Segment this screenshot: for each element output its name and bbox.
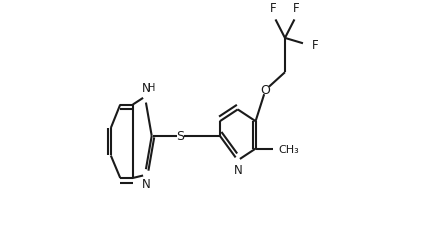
- Text: H: H: [148, 82, 155, 92]
- Text: CH₃: CH₃: [278, 144, 299, 154]
- Text: N: N: [233, 163, 242, 176]
- Text: S: S: [176, 130, 184, 143]
- Text: O: O: [261, 84, 271, 97]
- Text: F: F: [312, 39, 319, 52]
- Text: N: N: [142, 178, 150, 191]
- Text: F: F: [270, 2, 277, 15]
- Text: F: F: [293, 2, 300, 15]
- Text: N: N: [142, 82, 150, 95]
